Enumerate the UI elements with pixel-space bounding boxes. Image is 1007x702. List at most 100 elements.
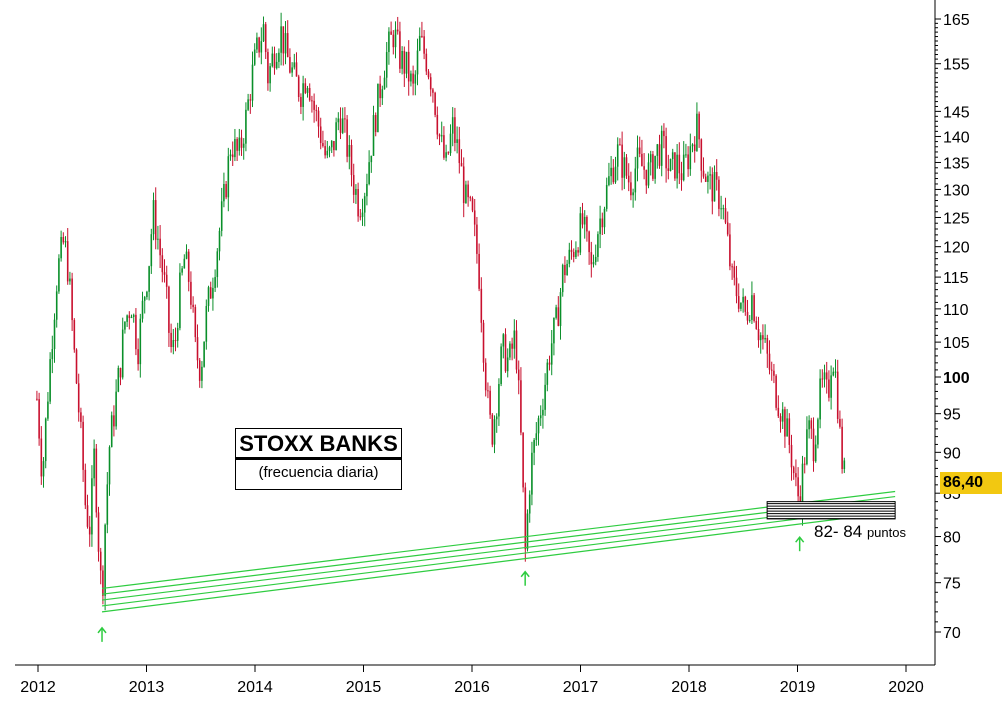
candle-body: [557, 307, 560, 326]
support-line: [101, 501, 896, 601]
candle-body: [663, 130, 665, 137]
candle-body: [143, 297, 146, 301]
candle-body: [176, 328, 179, 341]
candle-body: [399, 31, 401, 69]
candle-body: [487, 390, 489, 392]
candle-body: [819, 378, 821, 420]
support-line: [101, 506, 896, 607]
candle-body: [93, 448, 95, 479]
candle-body: [117, 367, 120, 392]
candle-body: [42, 461, 45, 477]
candle-body: [381, 89, 384, 99]
candle-body: [757, 328, 760, 341]
candle-body: [621, 144, 623, 178]
candle-body: [526, 513, 529, 550]
candle-body: [245, 109, 247, 144]
candle-body: [300, 96, 302, 107]
candle-body: [152, 200, 155, 235]
candle-body: [636, 147, 639, 169]
candle-body: [304, 83, 307, 93]
candle-body: [696, 113, 698, 151]
candle-body: [539, 415, 542, 419]
candle-body: [146, 291, 148, 298]
candle-body: [385, 52, 388, 78]
candle-body: [278, 52, 280, 62]
candle-body: [82, 421, 84, 470]
candle-body: [443, 135, 445, 158]
x-tick-label: 2018: [671, 679, 707, 696]
candle-body: [667, 168, 670, 171]
candle-body: [293, 62, 296, 68]
candle-body: [291, 67, 293, 73]
candle-body: [709, 174, 711, 176]
last-price-label: 86,40: [940, 472, 1002, 494]
candle-body: [308, 88, 311, 101]
candle-body: [592, 262, 595, 265]
candle-body: [471, 198, 474, 211]
candle-body: [726, 222, 729, 235]
candle-body: [69, 278, 71, 282]
candle-body: [115, 391, 117, 427]
candle-body: [335, 122, 337, 151]
candle-body: [674, 152, 676, 179]
candle-body: [839, 418, 841, 427]
candle-body: [531, 452, 533, 495]
candle-body: [511, 343, 513, 349]
candle-body: [814, 444, 817, 462]
candle-body: [352, 175, 355, 195]
candle-body: [773, 370, 775, 376]
candle-body: [702, 170, 705, 177]
candle-body: [797, 477, 799, 497]
candle-body: [740, 302, 742, 309]
candle-body: [80, 412, 82, 422]
arrow-head: [97, 626, 107, 634]
candle-body: [454, 117, 456, 143]
candle-body: [64, 241, 67, 243]
candle-body: [363, 196, 366, 213]
candle-body: [660, 130, 663, 166]
candle-body: [614, 166, 617, 183]
candle-body: [137, 349, 139, 365]
candle-body: [784, 409, 786, 437]
candle-body: [132, 314, 135, 317]
candle-body: [216, 251, 219, 278]
candle-body: [234, 139, 236, 158]
candle-body: [656, 144, 659, 156]
candle-body: [806, 429, 808, 465]
candle-body: [834, 371, 837, 373]
candle-body: [429, 77, 432, 90]
candle-body: [205, 305, 208, 342]
candle-body: [425, 53, 428, 72]
y-tick-label: 165: [943, 12, 970, 29]
candle-body: [91, 478, 93, 535]
candle-body: [174, 340, 177, 342]
candle-body: [533, 439, 535, 453]
y-tick-label: 100: [943, 370, 970, 387]
candle-body: [264, 24, 267, 53]
candle-body: [339, 118, 342, 133]
candle-body: [317, 110, 320, 127]
candle-body: [271, 53, 274, 67]
candle-body: [124, 321, 126, 330]
candle-body: [212, 287, 214, 299]
x-tick-label: 2020: [888, 679, 924, 696]
candle-body: [106, 484, 109, 525]
candle-body: [480, 288, 483, 323]
candle-body: [462, 166, 465, 204]
x-tick-label: 2012: [20, 679, 56, 696]
zone-unit: puntos: [866, 525, 906, 540]
candle-body: [436, 114, 439, 135]
candle-body: [401, 50, 403, 69]
candle-body: [348, 144, 351, 157]
candle-body: [544, 384, 546, 410]
candle-body: [396, 29, 399, 32]
candle-body: [357, 189, 359, 217]
candle-body: [286, 33, 289, 58]
y-tick-label: 80: [943, 530, 961, 547]
candle-body: [119, 367, 122, 378]
candle-body: [157, 238, 159, 240]
candle-body: [599, 218, 601, 235]
candle-body: [515, 330, 518, 370]
candle-body: [841, 426, 843, 470]
candle-body: [377, 83, 379, 133]
